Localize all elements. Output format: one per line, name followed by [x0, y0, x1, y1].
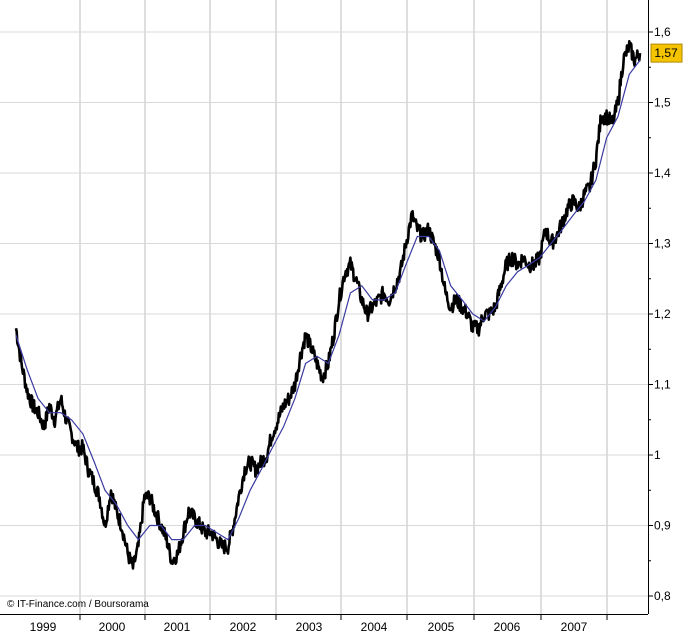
axes	[0, 0, 653, 620]
series-line-price	[14, 39, 642, 570]
y-tick-label-3: 1,1	[654, 378, 671, 392]
x-tick-label-6: 2005	[428, 620, 455, 634]
series-line-moving-average	[15, 59, 641, 541]
y-tick-label-5: 1,3	[654, 237, 671, 251]
x-tick-label-5: 2004	[361, 620, 388, 634]
x-tick-label-4: 2003	[296, 620, 323, 634]
y-tick-label-1: 0,9	[654, 519, 671, 533]
series-layer	[14, 39, 642, 570]
credit-text: © IT-Finance.com / Boursorama	[7, 599, 149, 610]
grid	[0, 0, 648, 614]
y-tick-label-7: 1,5	[654, 96, 671, 110]
y-tick-label-4: 1,2	[654, 307, 671, 321]
x-tick-label-1: 2000	[99, 620, 126, 634]
y-tick-label-8: 1,6	[654, 25, 671, 39]
tick-labels: 0,8 0,9 1 1,1 1,2 1,3 1,4 1,5 1,6 1999 2000 2001 200…	[30, 25, 671, 634]
x-tick-label-7: 2006	[494, 620, 521, 634]
current-value-label: 1,57	[654, 46, 678, 60]
current-value-badge: 1,57	[650, 43, 683, 63]
x-tick-label-8: 2007	[561, 620, 588, 634]
y-tick-label-0: 0,8	[654, 589, 671, 603]
x-tick-label-3: 2002	[230, 620, 257, 634]
x-tick-label-0: 1999	[30, 620, 57, 634]
y-tick-label-6: 1,4	[654, 166, 671, 180]
y-tick-label-2: 1	[654, 448, 661, 462]
x-tick-label-2: 2001	[164, 620, 191, 634]
current-value-badge-bg	[650, 43, 683, 63]
